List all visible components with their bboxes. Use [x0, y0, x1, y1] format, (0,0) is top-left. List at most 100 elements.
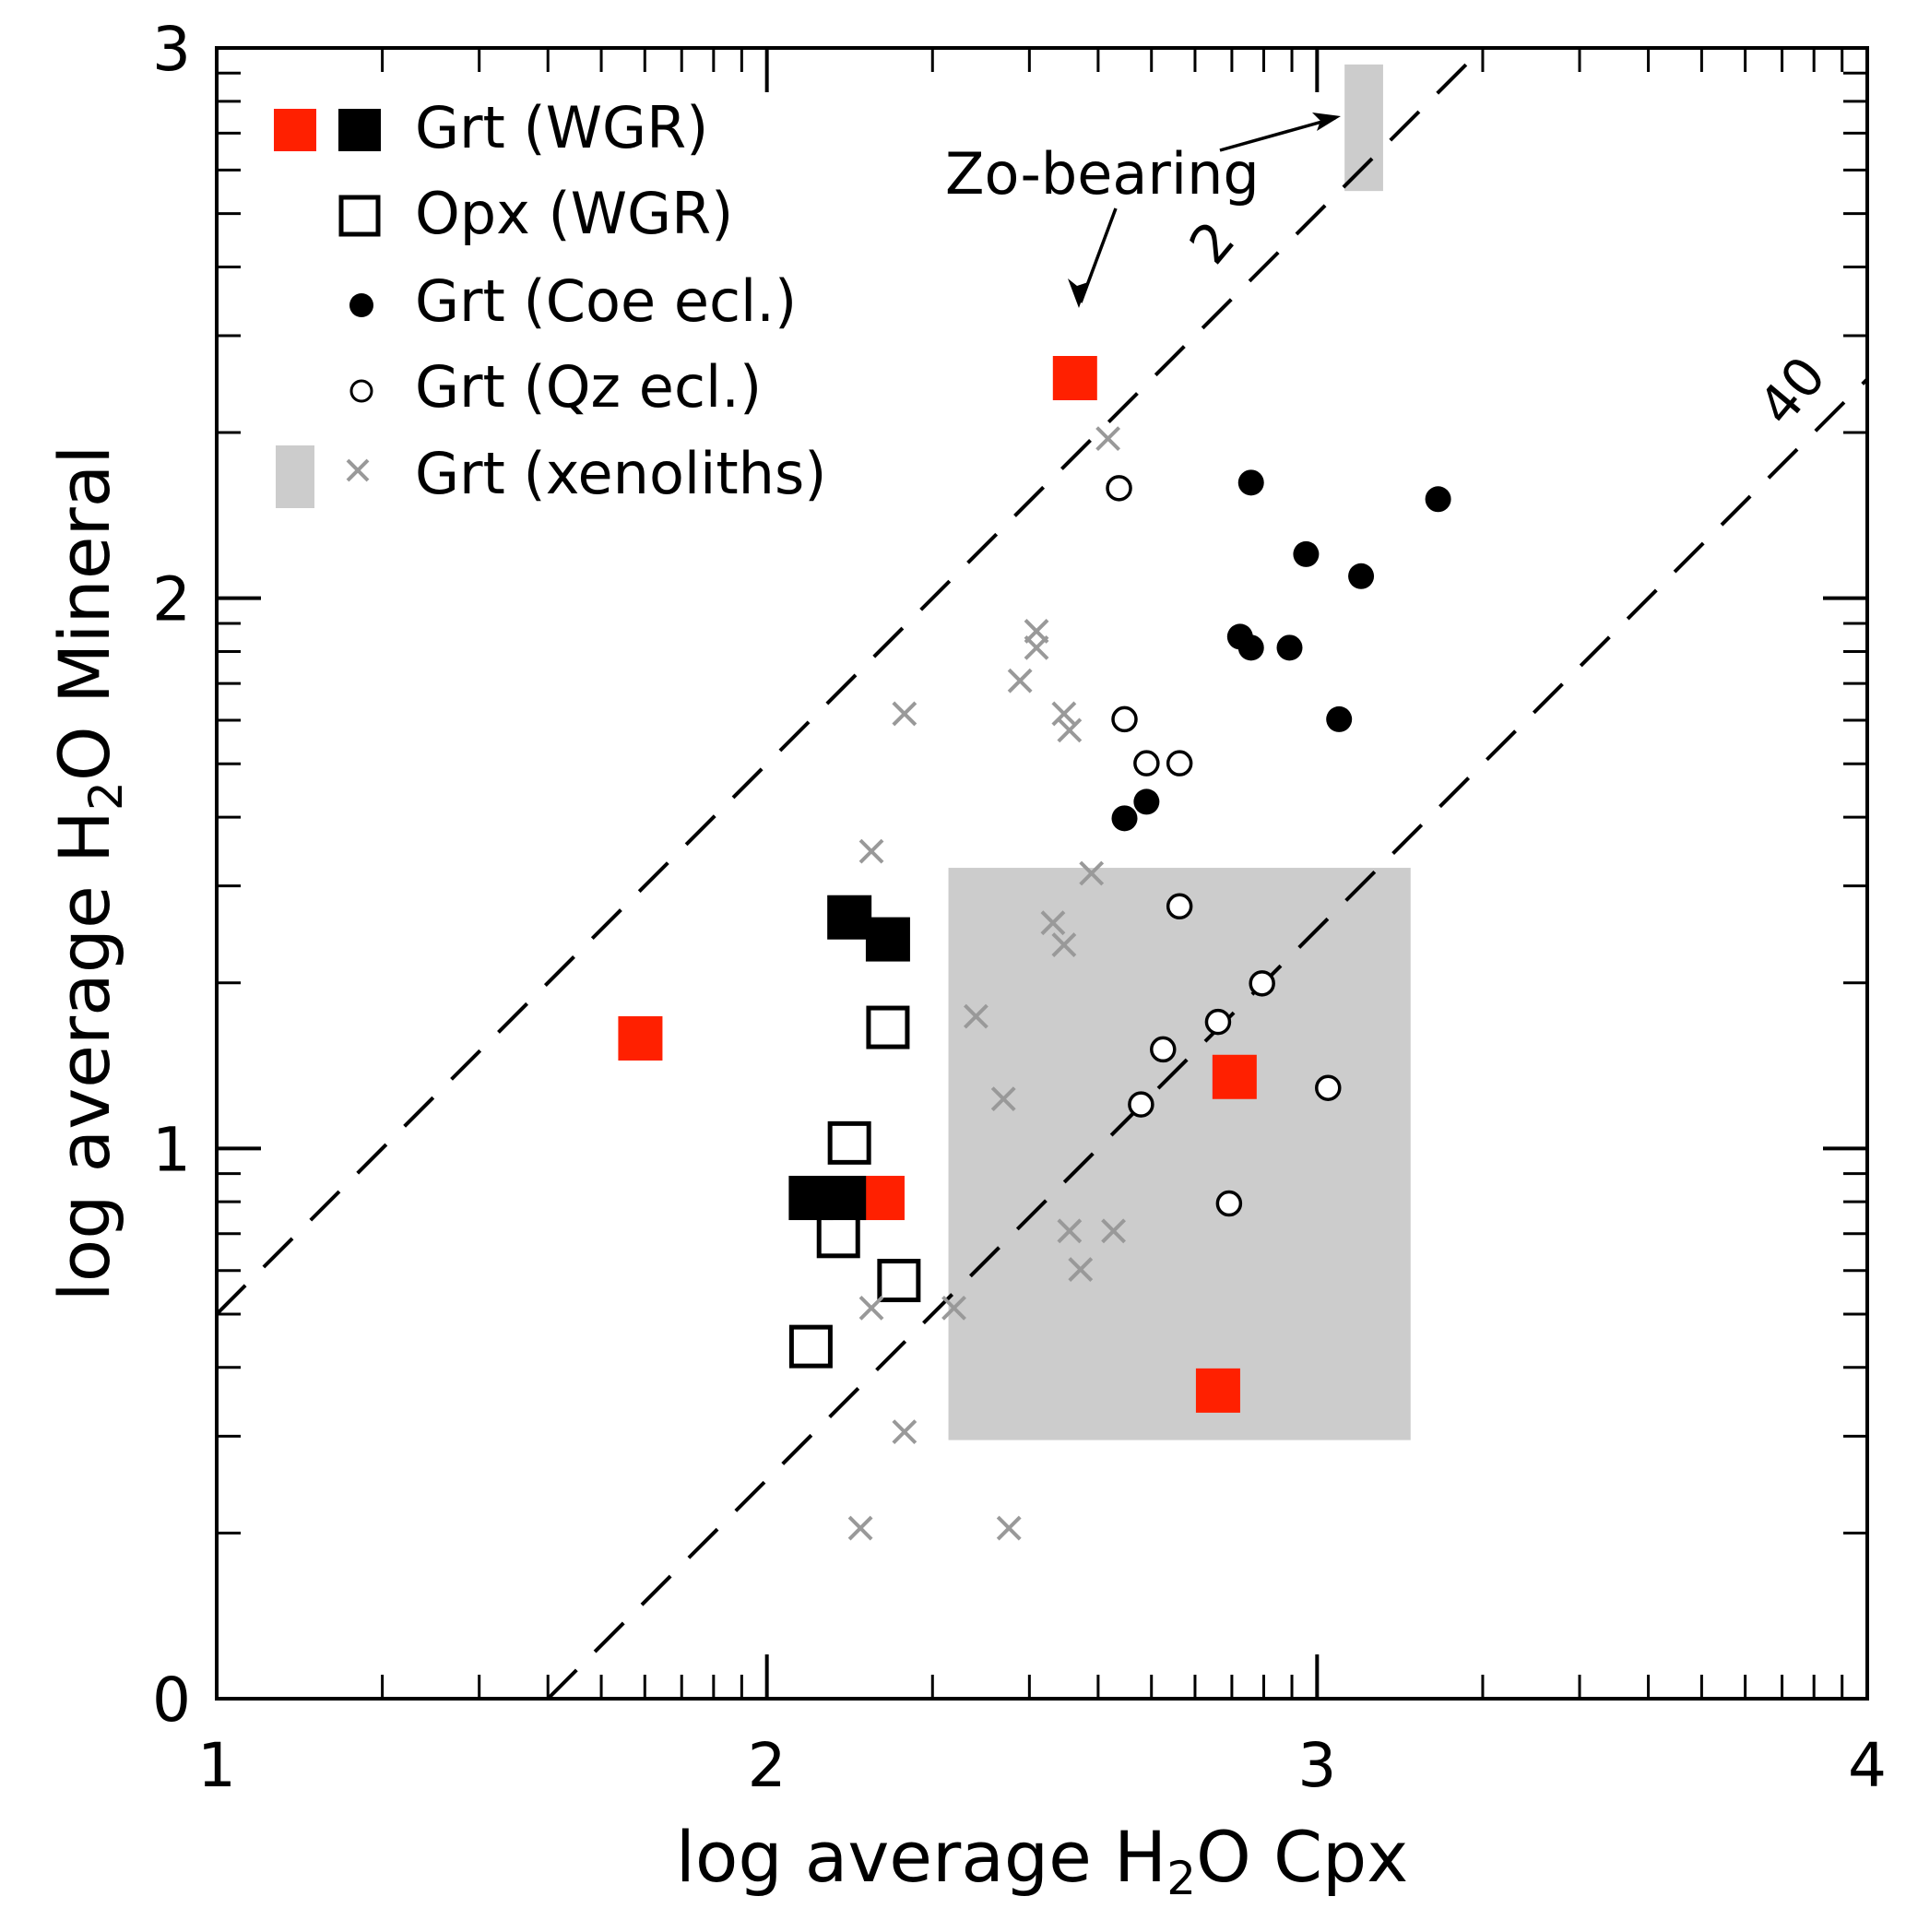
data-point-s5-p2-stroke-b	[1024, 634, 1049, 660]
data-point-s5-p16	[858, 1295, 884, 1321]
shaded-region-zo-bearing-xenolith-range	[1344, 64, 1383, 192]
data-point-s4-p10	[1215, 1190, 1243, 1217]
data-point-s5-p20-stroke-b	[996, 1515, 1022, 1541]
x-tick-label: 1	[197, 1730, 236, 1801]
x-axis-title-subscript: 2	[1166, 1852, 1196, 1905]
legend-item-3: Grt (Qz ecl.)	[349, 353, 762, 421]
data-point-s4-p1	[1111, 705, 1138, 733]
data-point-s2-p3	[877, 1259, 921, 1303]
data-point-s5-p3	[1007, 668, 1033, 693]
data-point-s5-p19-stroke-b	[847, 1515, 873, 1541]
data-point-s5-p6-stroke-b	[1057, 717, 1083, 743]
data-point-s4-p4	[1166, 893, 1193, 920]
x-tick-label: 4	[1848, 1730, 1887, 1801]
data-point-s3-p6	[1276, 634, 1303, 661]
data-point-s5-p8	[1079, 860, 1105, 886]
x-axis-title-pre: log average H	[676, 1816, 1166, 1898]
data-point-s5-p5-stroke-b	[1051, 701, 1077, 727]
data-point-s5-p17-stroke-b	[941, 1295, 966, 1321]
data-point-s5-p8-stroke-b	[1079, 860, 1105, 886]
data-point-s3-p8	[1133, 788, 1160, 815]
ratio-line-40	[546, 377, 1867, 1699]
data-point-s3-p1	[1425, 486, 1451, 513]
shaded-region-xenolith-range	[948, 868, 1411, 1440]
data-point-s5-p12-stroke-b	[990, 1086, 1016, 1112]
data-point-s5-p7-stroke-b	[858, 838, 884, 864]
data-point-s3-p0	[1237, 469, 1264, 496]
y-tick-label: 3	[152, 14, 191, 85]
ratio-line-2	[217, 48, 1485, 1316]
legend-open-circle-icon	[349, 379, 373, 403]
axes	[215, 46, 1869, 1701]
data-point-s5-p4-stroke-b	[892, 701, 917, 727]
x-tick-label: 2	[748, 1730, 787, 1801]
zo-bearing-annotation: Zo-bearing	[945, 140, 1260, 207]
data-point-s5-p9-stroke-b	[1040, 910, 1066, 936]
data-point-s5-p0-stroke-b	[1095, 426, 1121, 452]
legend-item-1: Opx (WGR)	[338, 180, 733, 247]
series-grt-wgr-black	[788, 895, 910, 1221]
data-point-s5-p9	[1040, 910, 1066, 936]
legend-gray-rect-icon	[276, 445, 314, 508]
data-point-s5-p19	[847, 1515, 873, 1541]
data-point-s4-p9	[1128, 1091, 1154, 1118]
x-axis-title: log average H2O Cpx	[676, 1816, 1409, 1905]
series-opx-wgr-	[788, 1005, 921, 1369]
legend-label: Grt (WGR)	[415, 94, 708, 161]
legend-item-0: Grt (WGR)	[274, 94, 708, 161]
data-point-s1-p1	[865, 917, 910, 962]
data-points	[618, 356, 1451, 1541]
series-grt-wgr-zo-bearing-red	[618, 356, 1257, 1413]
data-point-s5-p17	[941, 1295, 966, 1321]
legend-black-square-icon	[338, 109, 381, 151]
data-point-s4-p8	[1315, 1074, 1342, 1101]
data-point-s5-p4	[892, 701, 917, 727]
zo-arrow-head-bar	[1312, 113, 1341, 131]
shaded-regions	[948, 64, 1411, 1440]
data-point-s5-p16-stroke-b	[858, 1295, 884, 1321]
data-point-s0-p1	[618, 1016, 663, 1061]
data-point-s4-p3	[1166, 750, 1193, 776]
legend-label: Grt (xenoliths)	[415, 440, 826, 507]
data-point-s4-p6	[1204, 1008, 1232, 1036]
series-grt-xenoliths-	[847, 426, 1126, 1541]
legend-cross-icon-b	[346, 458, 370, 482]
zo-arrow-to-square	[1079, 207, 1118, 303]
data-point-s5-p11-stroke-b	[963, 1003, 989, 1029]
data-point-s5-p7	[858, 838, 884, 864]
data-point-s3-p7	[1326, 705, 1353, 732]
legend-item-2: Grt (Coe ecl.)	[349, 267, 797, 335]
series-grt-coe-ecl-	[1111, 469, 1451, 832]
ratio-label-2: 2	[1178, 209, 1248, 276]
data-point-s2-p0	[866, 1005, 910, 1049]
data-point-s5-p14	[1101, 1218, 1126, 1244]
data-point-s5-p18	[892, 1419, 917, 1445]
legend-open-square-icon	[338, 195, 381, 237]
series-grt-qz-ecl-	[1106, 475, 1342, 1217]
data-point-s1-p3	[822, 1176, 867, 1221]
x-tick-label: 3	[1297, 1730, 1336, 1801]
y-axis-title-post: O Mineral	[43, 445, 125, 782]
data-point-s3-p5	[1237, 634, 1264, 661]
data-point-s1-p0	[827, 895, 872, 940]
data-point-s3-p9	[1111, 805, 1138, 832]
data-point-s0-p2	[859, 1176, 905, 1221]
data-point-s5-p10	[1051, 932, 1077, 957]
x-axis-title-post: O Cpx	[1196, 1816, 1408, 1898]
data-point-s5-p14-stroke-b	[1101, 1218, 1126, 1244]
y-tick-label: 2	[152, 564, 191, 635]
data-point-s4-p0	[1106, 475, 1132, 502]
y-tick-label: 0	[152, 1665, 191, 1736]
legend-label: Grt (Qz ecl.)	[415, 353, 762, 421]
data-point-s5-p3-stroke-b	[1007, 668, 1033, 693]
data-point-s5-p6	[1057, 717, 1083, 743]
data-point-s0-p3	[1212, 1054, 1257, 1099]
data-point-s0-p0	[1052, 356, 1097, 400]
legend-item-4: Grt (xenoliths)	[276, 440, 826, 508]
data-point-s5-p18-stroke-b	[892, 1419, 917, 1445]
data-point-s5-p15-stroke-b	[1068, 1257, 1094, 1283]
data-point-s3-p2	[1293, 540, 1320, 567]
y-axis-title-subscript: 2	[79, 781, 133, 811]
data-point-s5-p0	[1095, 426, 1121, 452]
data-point-s2-p4	[788, 1324, 833, 1369]
